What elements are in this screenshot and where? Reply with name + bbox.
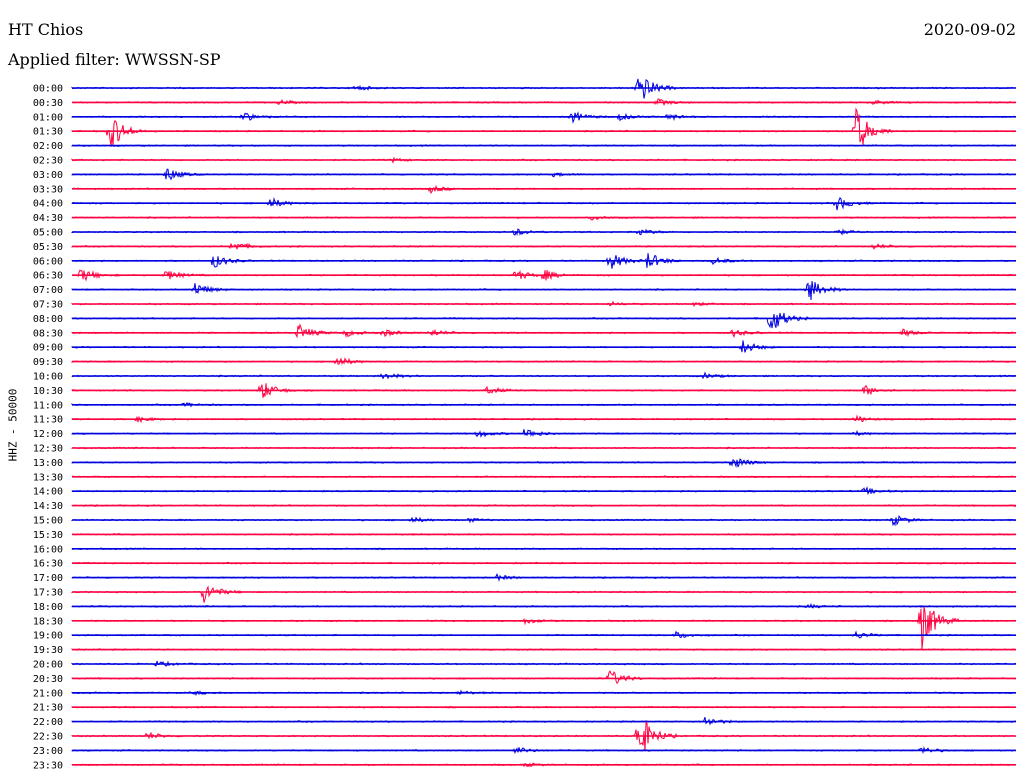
- time-label-1400: 14:00: [33, 487, 63, 498]
- time-label-1730: 17:30: [33, 588, 63, 599]
- station-title: HT Chios: [8, 20, 84, 39]
- time-label-1700: 17:00: [33, 573, 63, 584]
- time-label-0300: 03:00: [33, 170, 63, 181]
- time-label-0830: 08:30: [33, 328, 63, 339]
- time-label-0100: 01:00: [33, 112, 63, 123]
- time-label-2300: 23:00: [33, 746, 63, 757]
- time-label-1930: 19:30: [33, 645, 63, 656]
- time-label-1300: 13:00: [33, 458, 63, 469]
- trace-2030: [71, 670, 1017, 685]
- time-label-1530: 15:30: [33, 530, 63, 541]
- time-label-2130: 21:30: [33, 703, 63, 714]
- trace-2200: [71, 717, 1017, 726]
- time-label-0730: 07:30: [33, 300, 63, 311]
- time-label-1230: 12:30: [33, 444, 63, 455]
- time-label-0700: 07:00: [33, 285, 63, 296]
- trace-0830: [71, 323, 1017, 339]
- time-label-0630: 06:30: [33, 271, 63, 282]
- time-label-0500: 05:00: [33, 228, 63, 239]
- time-label-2200: 22:00: [33, 717, 63, 728]
- time-label-0200: 02:00: [33, 141, 63, 152]
- time-label-0230: 02:30: [33, 156, 63, 167]
- time-label-0600: 06:00: [33, 256, 63, 267]
- time-label-0030: 00:30: [33, 98, 63, 109]
- time-labels: 00:00 00:30 01:00 01:30 02:00 02:30 03:00 03:30…: [33, 84, 63, 772]
- trace-0800: [71, 312, 1017, 329]
- time-label-0530: 05:30: [33, 242, 63, 253]
- time-label-1030: 10:30: [33, 386, 63, 397]
- time-label-1200: 12:00: [33, 429, 63, 440]
- trace-0130: [71, 107, 1017, 147]
- time-label-2000: 20:00: [33, 660, 63, 671]
- time-label-1800: 18:00: [33, 602, 63, 613]
- time-label-2100: 21:00: [33, 688, 63, 699]
- time-label-0000: 00:00: [33, 84, 63, 95]
- time-label-1000: 10:00: [33, 372, 63, 383]
- time-label-1600: 16:00: [33, 544, 63, 555]
- time-label-2030: 20:30: [33, 674, 63, 685]
- time-label-2330: 23:30: [33, 760, 63, 771]
- time-label-0130: 01:30: [33, 127, 63, 138]
- time-label-1430: 14:30: [33, 501, 63, 512]
- trace-1730: [71, 585, 1017, 603]
- time-label-0430: 04:30: [33, 213, 63, 224]
- time-label-0900: 09:00: [33, 343, 63, 354]
- time-label-1900: 19:00: [33, 631, 63, 642]
- trace-0700: [71, 281, 1017, 301]
- time-label-0930: 09:30: [33, 357, 63, 368]
- traces-layer: [71, 78, 1017, 768]
- time-label-1330: 13:30: [33, 472, 63, 483]
- time-label-0400: 04:00: [33, 199, 63, 210]
- date-label: 2020-09-02: [923, 20, 1016, 39]
- time-label-1100: 11:00: [33, 400, 63, 411]
- time-label-0330: 03:30: [33, 184, 63, 195]
- trace-0900: [71, 340, 1017, 353]
- time-label-1500: 15:00: [33, 516, 63, 527]
- filter-label: Applied filter: WWSSN-SP: [8, 50, 221, 69]
- time-label-0800: 08:00: [33, 314, 63, 325]
- trace-1830: [71, 606, 1017, 650]
- time-label-1130: 11:30: [33, 415, 63, 426]
- time-label-2230: 22:30: [33, 732, 63, 743]
- time-label-1830: 18:30: [33, 616, 63, 627]
- time-label-1630: 16:30: [33, 559, 63, 570]
- trace-0330: [71, 184, 1017, 195]
